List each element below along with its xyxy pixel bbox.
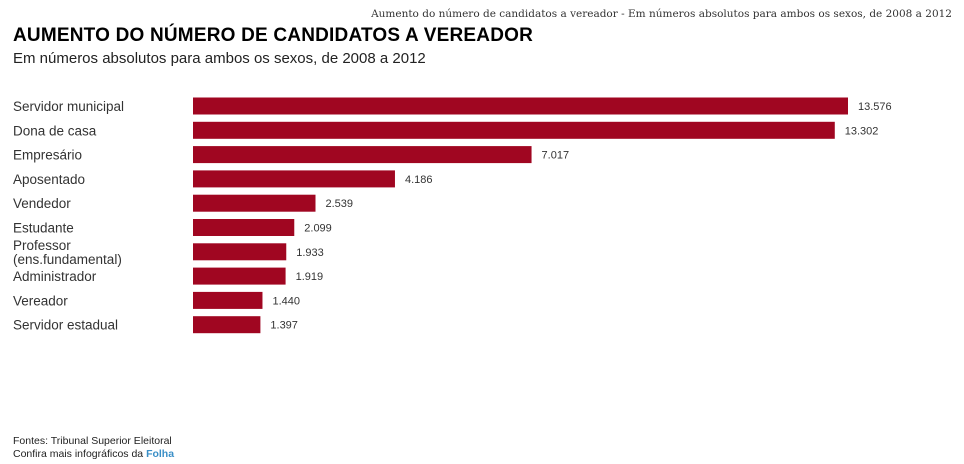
bar [193, 170, 395, 188]
category-label: Professor (ens.fundamental) [13, 238, 122, 267]
category-label: Dona de casa [13, 123, 97, 138]
value-label: 4.186 [405, 174, 433, 186]
bar [193, 267, 286, 285]
chart-subtitle: Em números absolutos para ambos os sexos… [13, 50, 426, 67]
value-label: 1.440 [272, 295, 300, 307]
bar [193, 316, 261, 334]
bar [193, 243, 287, 261]
category-label: Estudante [13, 221, 74, 236]
category-label: Empresário [13, 148, 82, 163]
bar [193, 121, 835, 139]
folha-link[interactable]: Folha [146, 448, 175, 460]
category-label: Servidor estadual [13, 318, 118, 333]
value-label: 13.302 [845, 125, 879, 137]
category-label: Vereador [13, 293, 68, 308]
footer: Fontes: Tribunal Superior Eleitoral Conf… [13, 435, 174, 461]
more-line: Confira mais infográficos da Folha [13, 448, 174, 461]
more-prefix: Confira mais infográficos da [13, 448, 147, 460]
value-label: 2.099 [304, 223, 332, 235]
top-caption: Aumento do número de candidatos a veread… [371, 8, 952, 20]
value-label: 2.539 [325, 198, 353, 210]
value-label: 13.576 [858, 101, 892, 113]
category-label: Servidor municipal [13, 99, 124, 114]
bar [193, 194, 316, 212]
bar [193, 291, 263, 309]
value-label: 1.933 [296, 247, 324, 259]
bar [193, 146, 532, 164]
bar [193, 219, 295, 236]
bar [193, 97, 848, 115]
chart-title: AUMENTO DO NÚMERO DE CANDIDATOS A VEREAD… [13, 25, 534, 46]
value-label: 7.017 [542, 150, 570, 162]
source-text: Fontes: Tribunal Superior Eleitoral [13, 435, 172, 447]
category-label: Aposentado [13, 172, 85, 187]
category-label: Vendedor [13, 196, 71, 211]
value-label: 1.397 [270, 320, 298, 332]
value-label: 1.919 [296, 271, 324, 283]
category-label: Administrador [13, 269, 97, 284]
